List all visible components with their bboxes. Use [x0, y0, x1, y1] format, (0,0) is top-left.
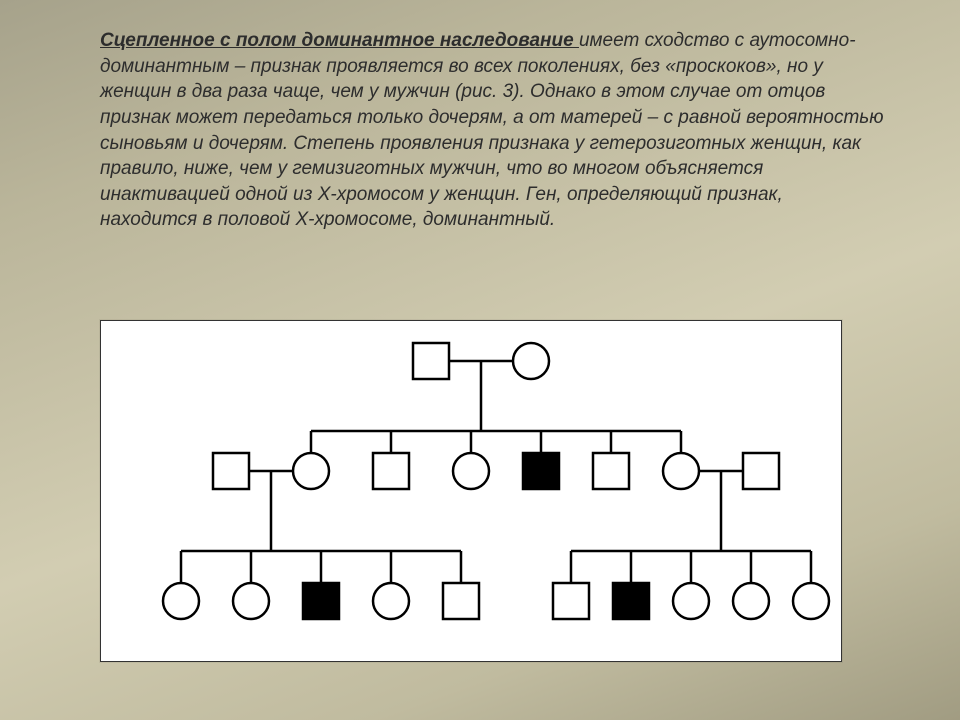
title-text: Сцепленное с полом доминантное наследова… — [100, 30, 579, 51]
description-paragraph: Сцепленное с полом доминантное наследова… — [100, 28, 885, 233]
male-symbol — [593, 453, 629, 489]
female-symbol — [373, 583, 409, 619]
female-symbol — [293, 453, 329, 489]
pedigree-svg — [101, 321, 841, 661]
male-symbol — [553, 583, 589, 619]
female-symbol — [513, 343, 549, 379]
male-symbol — [523, 453, 559, 489]
female-symbol — [663, 453, 699, 489]
female-symbol — [233, 583, 269, 619]
female-symbol — [673, 583, 709, 619]
male-symbol — [373, 453, 409, 489]
female-symbol — [793, 583, 829, 619]
male-symbol — [743, 453, 779, 489]
male-symbol — [443, 583, 479, 619]
pedigree-diagram — [100, 320, 842, 662]
female-symbol — [163, 583, 199, 619]
male-symbol — [413, 343, 449, 379]
female-symbol — [733, 583, 769, 619]
slide: Сцепленное с полом доминантное наследова… — [0, 0, 960, 720]
male-symbol — [613, 583, 649, 619]
body-text: имеет сходство с аутосомно-доминантным –… — [100, 30, 884, 230]
male-symbol — [303, 583, 339, 619]
male-symbol — [213, 453, 249, 489]
female-symbol — [453, 453, 489, 489]
